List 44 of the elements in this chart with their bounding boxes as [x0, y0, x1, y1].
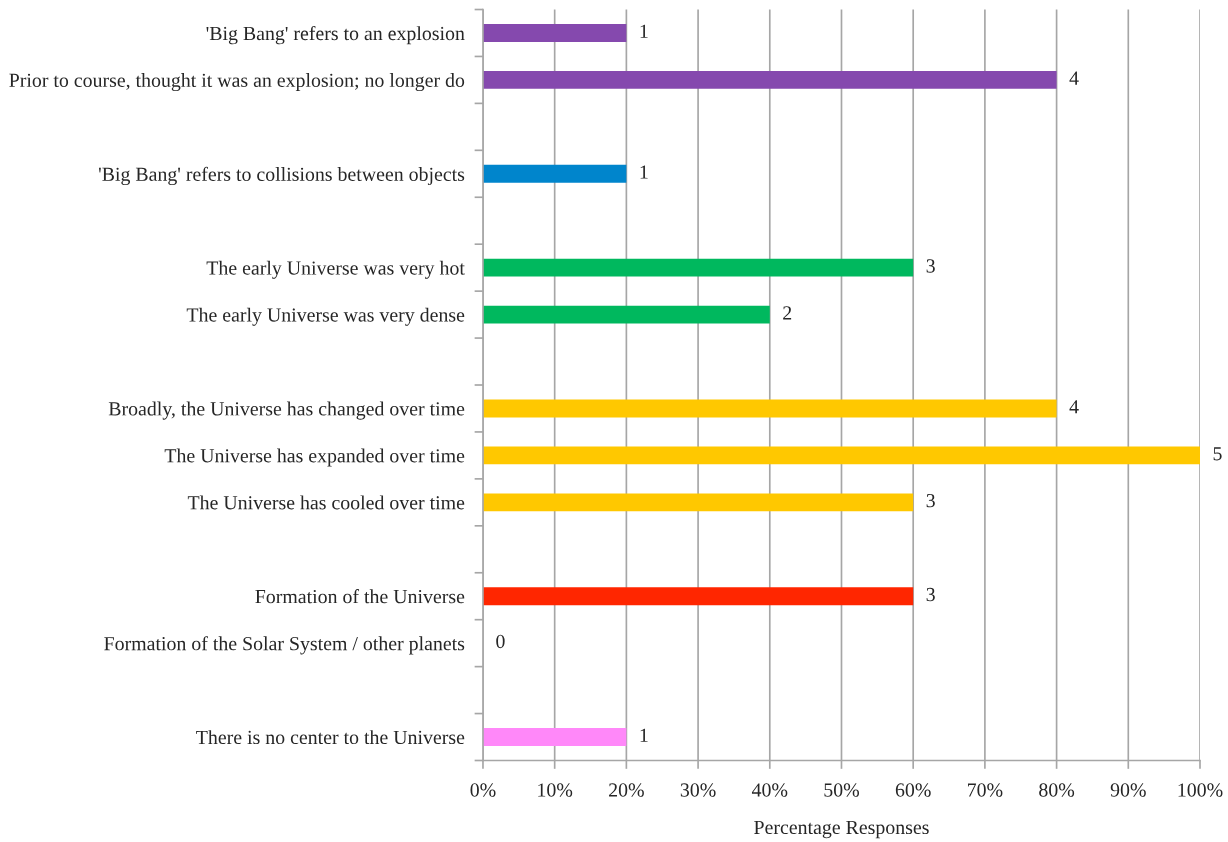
- annotation: 3: [926, 259, 935, 273]
- x-tick-label: 90%: [1110, 783, 1146, 797]
- x-tick-label: 20%: [609, 783, 644, 797]
- y-tick-label: The early Universe was very hot: [206, 260, 465, 279]
- x-tick-label: 0%: [470, 783, 496, 797]
- annotation: 4: [1069, 71, 1079, 85]
- y-tick-label: There is no center to the Universe: [196, 730, 465, 745]
- x-tick-label: 30%: [680, 783, 716, 797]
- bar: [482, 164, 627, 183]
- x-tick-label: 60%: [895, 783, 931, 797]
- y-tick-label: The early Universe was very dense: [186, 307, 465, 326]
- bar: [482, 305, 770, 324]
- x-tick-label: 80%: [1039, 783, 1075, 797]
- annotation: 1: [640, 728, 648, 742]
- annotation: 0: [496, 634, 505, 649]
- x-tick-label: 100%: [1178, 783, 1223, 797]
- bar: [482, 587, 914, 606]
- y-tick-label: 'Big Bang' refers to an explosion: [206, 25, 465, 45]
- annotation: 2: [783, 306, 792, 320]
- annotation: 5: [1213, 447, 1222, 461]
- y-tick-label: The Universe has cooled over time: [187, 495, 465, 510]
- y-tick-label: Prior to course, thought it was an explosion; no longer do: [9, 73, 465, 92]
- x-axis-title: Percentage Responses: [754, 820, 929, 839]
- bar: [482, 399, 1057, 418]
- bar: [482, 493, 914, 512]
- bar: [482, 446, 1200, 465]
- y-tick-label: Formation of the Solar System / other planets: [104, 636, 465, 655]
- x-tick-label: 50%: [824, 783, 860, 797]
- bar: [482, 728, 627, 746]
- annotation: 4: [1069, 400, 1079, 414]
- x-tick-label: 10%: [538, 783, 573, 797]
- annotation: 3: [926, 493, 935, 508]
- annotation: 1: [640, 24, 648, 38]
- annotation: 1: [640, 165, 648, 179]
- bar: [482, 71, 1057, 89]
- x-tick-label: 70%: [968, 783, 1003, 797]
- y-tick-label: Formation of the Universe: [255, 589, 465, 604]
- y-tick-label: The Universe has expanded over time: [164, 448, 465, 467]
- bar: [482, 24, 627, 42]
- y-tick-label: Broadly, the Universe has changed over time: [108, 401, 465, 420]
- x-tick-label: 40%: [751, 783, 788, 797]
- y-tick-label: 'Big Bang' refers to collisions between objects: [98, 166, 465, 186]
- annotation: 3: [926, 587, 935, 602]
- bar: [482, 258, 914, 277]
